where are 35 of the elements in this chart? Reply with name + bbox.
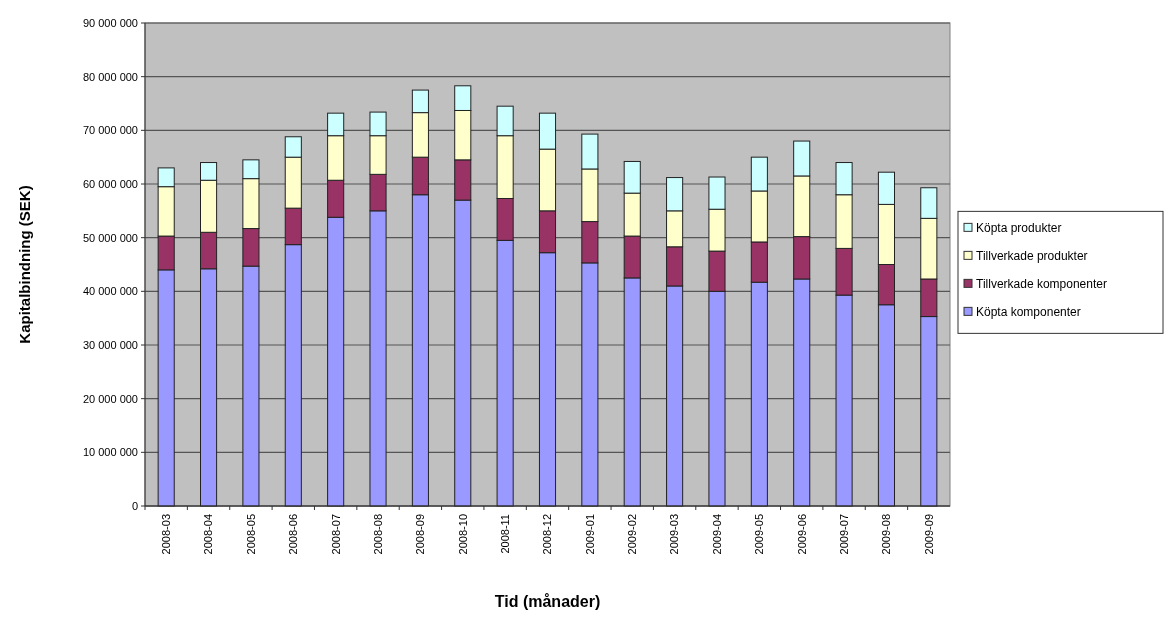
x-tick-label: 2008-08 [371,514,384,555]
y-axis-title: Kapitalbindning (SEK) [16,185,33,344]
x-tick-label: 2008-06 [287,514,300,555]
x-axis-title: Tid (månader) [494,593,601,610]
x-tick-label: 2008-05 [244,514,257,555]
y-tick-label: 60 000 000 [82,177,138,190]
x-tick-label: 2009-09 [922,514,935,555]
x-tick-label: 2009-05 [753,514,766,555]
legend-label: Tillverkade produkter [976,248,1088,263]
x-tick-label: 2009-07 [837,514,850,555]
x-tick-label: 2009-04 [710,514,723,555]
legend-label: Köpta komponenter [976,304,1081,319]
x-tick-label: 2008-12 [541,514,554,555]
y-tick-label: 80 000 000 [82,70,138,83]
y-tick-label: 10 000 000 [82,446,138,459]
x-tick-label: 2009-03 [668,514,681,555]
x-tick-label: 2008-09 [414,514,427,555]
y-tick-label: 40 000 000 [82,285,138,298]
x-tick-label: 2009-06 [795,514,808,555]
y-tick-label: 50 000 000 [82,231,138,244]
x-tick-label: 2009-01 [583,514,596,555]
x-tick-label: 2008-03 [160,514,173,555]
x-tick-label: 2008-11 [498,514,511,554]
legend-label: Köpta produkter [976,220,1062,235]
y-tick-label: 20 000 000 [82,392,138,405]
y-tick-label: 30 000 000 [82,338,138,351]
x-tick-label: 2008-10 [456,514,469,555]
x-tick-label: 2009-02 [626,514,639,555]
y-tick-label: 70 000 000 [82,124,138,137]
y-tick-label: 90 000 000 [82,16,138,29]
x-tick-label: 2008-04 [202,514,215,555]
x-tick-label: 2009-08 [880,514,893,555]
legend-label: Tillverkade komponenter [976,276,1107,291]
y-tick-label: 0 [131,499,138,512]
x-tick-label: 2008-07 [329,514,342,555]
